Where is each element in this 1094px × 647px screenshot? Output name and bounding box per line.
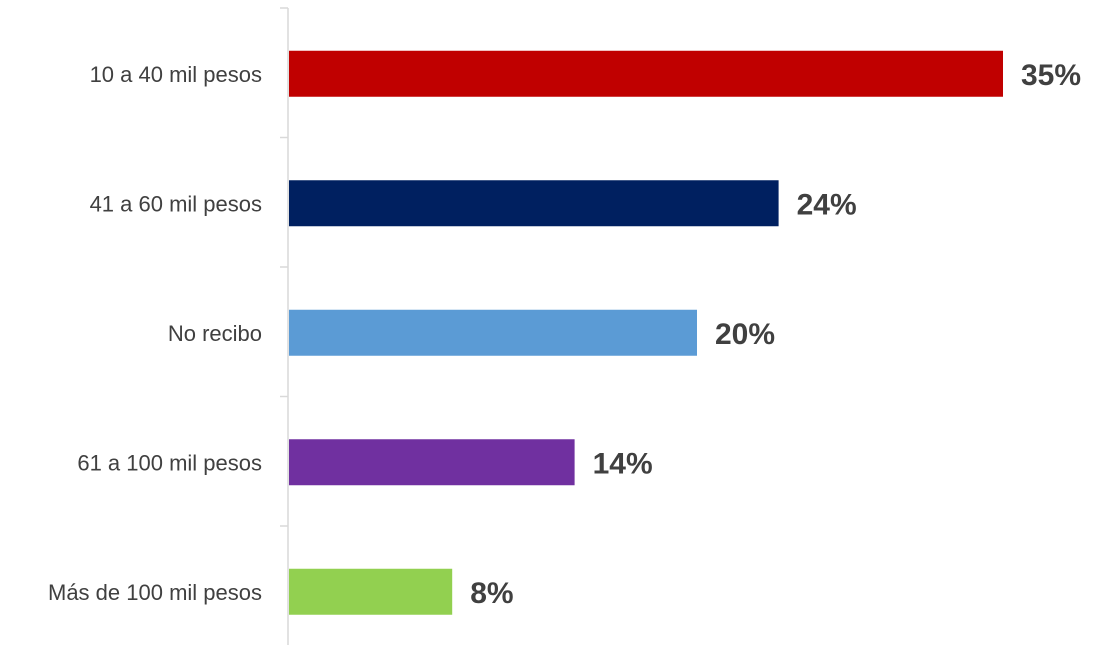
category-label: 10 a 40 mil pesos [90, 62, 262, 87]
value-labels: 35% 24% 20% 14% 8% [470, 59, 1081, 610]
bars [289, 50, 1003, 615]
value-label: 35% [1021, 59, 1081, 92]
value-label: 24% [797, 188, 857, 221]
value-label: 8% [470, 577, 513, 610]
category-label: 61 a 100 mil pesos [77, 450, 262, 475]
value-label: 14% [593, 447, 653, 480]
bar [289, 309, 697, 356]
category-label: 41 a 60 mil pesos [90, 191, 262, 216]
bar [289, 50, 1003, 97]
bar [289, 568, 453, 615]
category-label: Más de 100 mil pesos [48, 580, 262, 605]
category-label: No recibo [168, 321, 262, 346]
category-axis [280, 7, 289, 645]
category-labels: 10 a 40 mil pesos 41 a 60 mil pesos No rec… [48, 62, 262, 605]
value-label: 20% [715, 318, 775, 351]
bar [289, 180, 779, 227]
bar [289, 439, 575, 486]
